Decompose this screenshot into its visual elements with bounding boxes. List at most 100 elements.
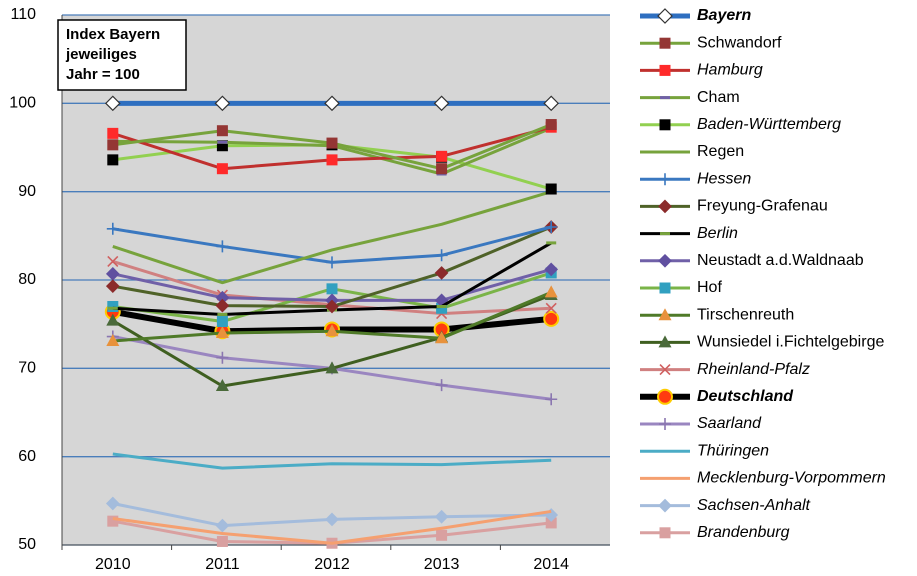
legend-label: Hof bbox=[697, 279, 722, 296]
marker bbox=[107, 255, 119, 268]
marker bbox=[545, 302, 557, 314]
marker bbox=[659, 282, 671, 294]
legend-label: Baden-Württemberg bbox=[697, 116, 841, 133]
marker bbox=[659, 527, 671, 539]
legend-label: Saarland bbox=[697, 415, 762, 432]
marker bbox=[106, 313, 120, 326]
marker bbox=[107, 515, 119, 527]
marker bbox=[217, 140, 228, 144]
legend-label: Cham bbox=[697, 89, 740, 106]
marker bbox=[215, 518, 230, 533]
x-tick-label: 2010 bbox=[95, 556, 131, 573]
x-tick-label: 2011 bbox=[205, 556, 240, 573]
marker bbox=[217, 312, 228, 316]
marker bbox=[657, 8, 673, 24]
marker bbox=[659, 64, 671, 76]
series-line bbox=[112, 509, 552, 545]
marker bbox=[216, 316, 228, 328]
legend-label: Freyung-Grafenau bbox=[697, 198, 828, 215]
x-tick-label: 2012 bbox=[314, 556, 350, 573]
marker bbox=[216, 125, 228, 137]
marker bbox=[659, 173, 671, 186]
marker bbox=[105, 496, 120, 511]
marker bbox=[215, 326, 229, 338]
legend-label: Neustadt a.d.Waldnaab bbox=[697, 252, 864, 269]
marker bbox=[658, 335, 672, 348]
marker bbox=[659, 37, 671, 49]
legend-label: Berlin bbox=[697, 225, 738, 242]
marker bbox=[107, 127, 119, 139]
marker bbox=[326, 154, 338, 166]
annotation: Jahr = 100 bbox=[66, 66, 140, 83]
x-tick-label: 2013 bbox=[424, 556, 460, 573]
marker bbox=[106, 333, 120, 346]
marker bbox=[106, 222, 119, 235]
marker bbox=[658, 498, 672, 513]
marker bbox=[659, 119, 671, 131]
y-tick-label: 100 bbox=[9, 95, 36, 112]
legend-label: Mecklenburg-Vorpommern bbox=[697, 470, 886, 487]
y-tick-label: 80 bbox=[18, 271, 36, 288]
marker bbox=[543, 95, 560, 112]
marker bbox=[216, 535, 228, 547]
marker bbox=[545, 183, 557, 195]
legend-label: Thüringen bbox=[697, 442, 769, 459]
marker bbox=[107, 306, 118, 310]
marker bbox=[107, 154, 119, 166]
marker bbox=[325, 361, 339, 374]
annotation: jeweiliges bbox=[65, 46, 137, 63]
legend-label: Hessen bbox=[697, 170, 751, 187]
legend-label: Regen bbox=[697, 143, 744, 160]
marker bbox=[325, 324, 339, 337]
marker bbox=[545, 393, 558, 406]
marker bbox=[545, 119, 557, 131]
marker bbox=[435, 249, 448, 262]
series-line bbox=[112, 190, 552, 285]
marker bbox=[658, 199, 672, 214]
legend-label: Sachsen-Anhalt bbox=[697, 497, 811, 514]
marker bbox=[216, 351, 229, 364]
annotation-box bbox=[57, 19, 187, 91]
marker bbox=[659, 418, 671, 430]
marker bbox=[436, 163, 448, 175]
marker bbox=[436, 305, 447, 308]
marker bbox=[326, 283, 338, 295]
marker bbox=[324, 95, 340, 112]
marker bbox=[544, 285, 558, 298]
marker bbox=[545, 517, 557, 529]
marker bbox=[545, 221, 558, 233]
marker bbox=[434, 266, 449, 280]
marker bbox=[543, 310, 560, 327]
marker bbox=[326, 137, 338, 149]
marker bbox=[660, 232, 670, 236]
marker bbox=[215, 298, 230, 313]
legend-label: Deutschland bbox=[697, 388, 794, 405]
legend-label: Schwandorf bbox=[697, 34, 782, 51]
marker bbox=[104, 95, 121, 112]
marker bbox=[436, 302, 448, 314]
marker bbox=[216, 140, 228, 152]
marker bbox=[436, 150, 448, 162]
marker bbox=[216, 163, 228, 175]
marker bbox=[434, 509, 449, 524]
legend-label: Wunsiedel i.Fichtelgebirge bbox=[697, 334, 884, 351]
marker bbox=[214, 95, 231, 112]
marker bbox=[658, 253, 672, 268]
y-tick-label: 90 bbox=[18, 183, 36, 200]
marker bbox=[105, 279, 120, 294]
marker bbox=[436, 529, 448, 541]
legend-label: Rheinland-Pfalz bbox=[697, 361, 810, 378]
x-tick-label: 2014 bbox=[533, 556, 569, 573]
y-tick-label: 70 bbox=[18, 360, 36, 377]
y-tick-label: 50 bbox=[18, 536, 36, 553]
y-tick-label: 60 bbox=[18, 448, 36, 465]
y-tick-label: 110 bbox=[10, 6, 36, 23]
marker bbox=[658, 308, 672, 321]
legend-label: Bayern bbox=[697, 7, 751, 24]
legend-label: Tirschenreuth bbox=[697, 306, 794, 323]
marker bbox=[544, 262, 559, 277]
marker bbox=[435, 331, 449, 344]
legend-label: Brandenburg bbox=[697, 524, 790, 541]
marker bbox=[659, 364, 671, 376]
